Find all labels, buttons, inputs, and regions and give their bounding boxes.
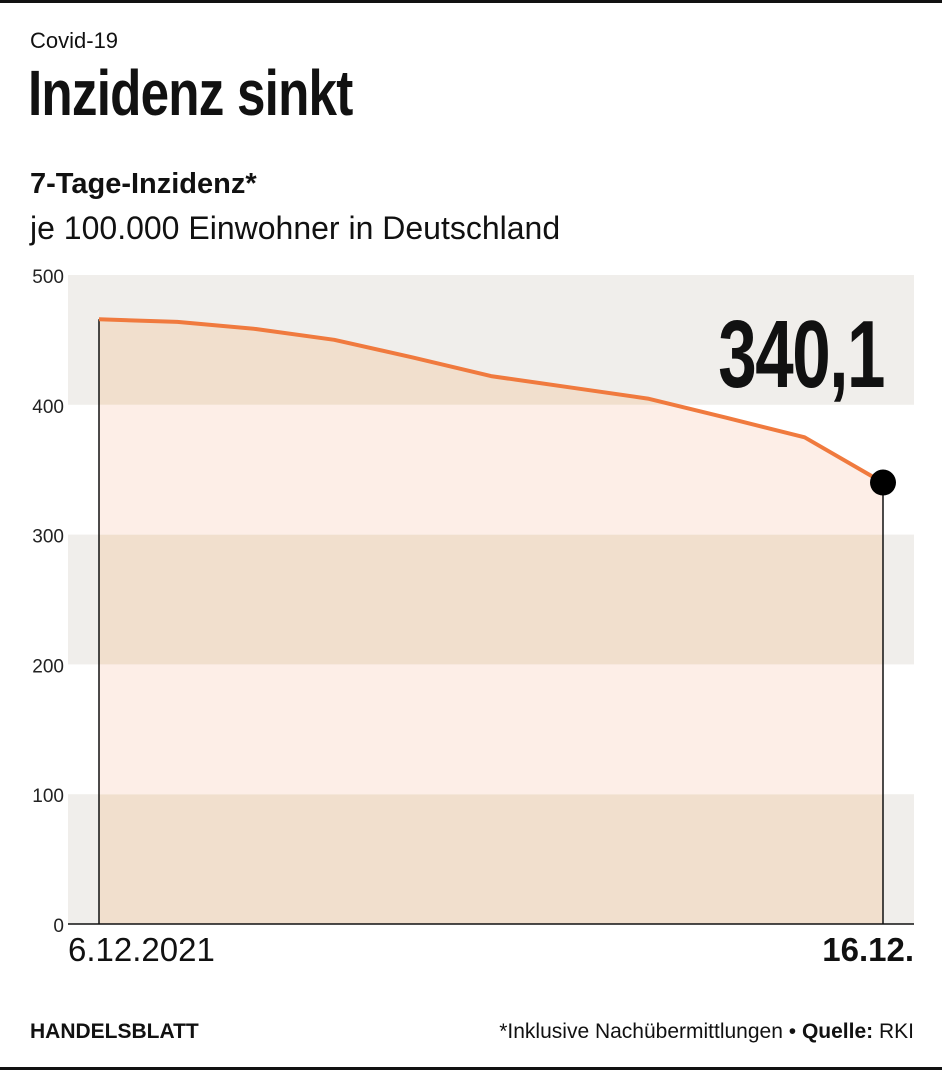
x-tick-label-first: 6.12.2021 [68,931,215,968]
x-tick-label-last: 16.12. [822,931,914,968]
footnote-text: *Inklusive Nachübermittlungen [499,1020,783,1043]
headline: Inzidenz sinkt [28,57,353,129]
area-fill [99,404,883,535]
y-tick-label: 500 [32,267,64,288]
brand-logo: HANDELSBLATT [30,1020,199,1043]
y-tick-label: 100 [32,786,64,807]
footnote: *Inklusive Nachübermittlungen • Quelle: … [499,1020,914,1044]
highlight-value-label: 340,1 [718,300,884,408]
y-tick-label: 200 [32,656,64,677]
chart-subtitle: je 100.000 Einwohner in Deutschland [30,210,561,246]
y-tick-label: 300 [32,527,64,548]
series-line [98,317,885,485]
kicker: Covid-19 [30,28,119,53]
y-tick-label: 400 [32,397,64,418]
area-fill [99,534,883,665]
top-rule [0,0,942,3]
y-tick-label: 0 [53,916,64,937]
source-value: RKI [878,1020,914,1043]
bottom-rule [0,1067,942,1070]
end-point-marker [870,469,896,496]
area-fill [99,664,883,795]
incidence-chart: 0 100 200 300 400 500 6.12.2021 16.12. 340,1 [32,267,914,968]
bullet: • [788,1020,797,1043]
chart-title: 7-Tage-Inzidenz* [30,168,257,200]
area-fill [99,794,883,924]
source-label: Quelle: [801,1020,874,1043]
